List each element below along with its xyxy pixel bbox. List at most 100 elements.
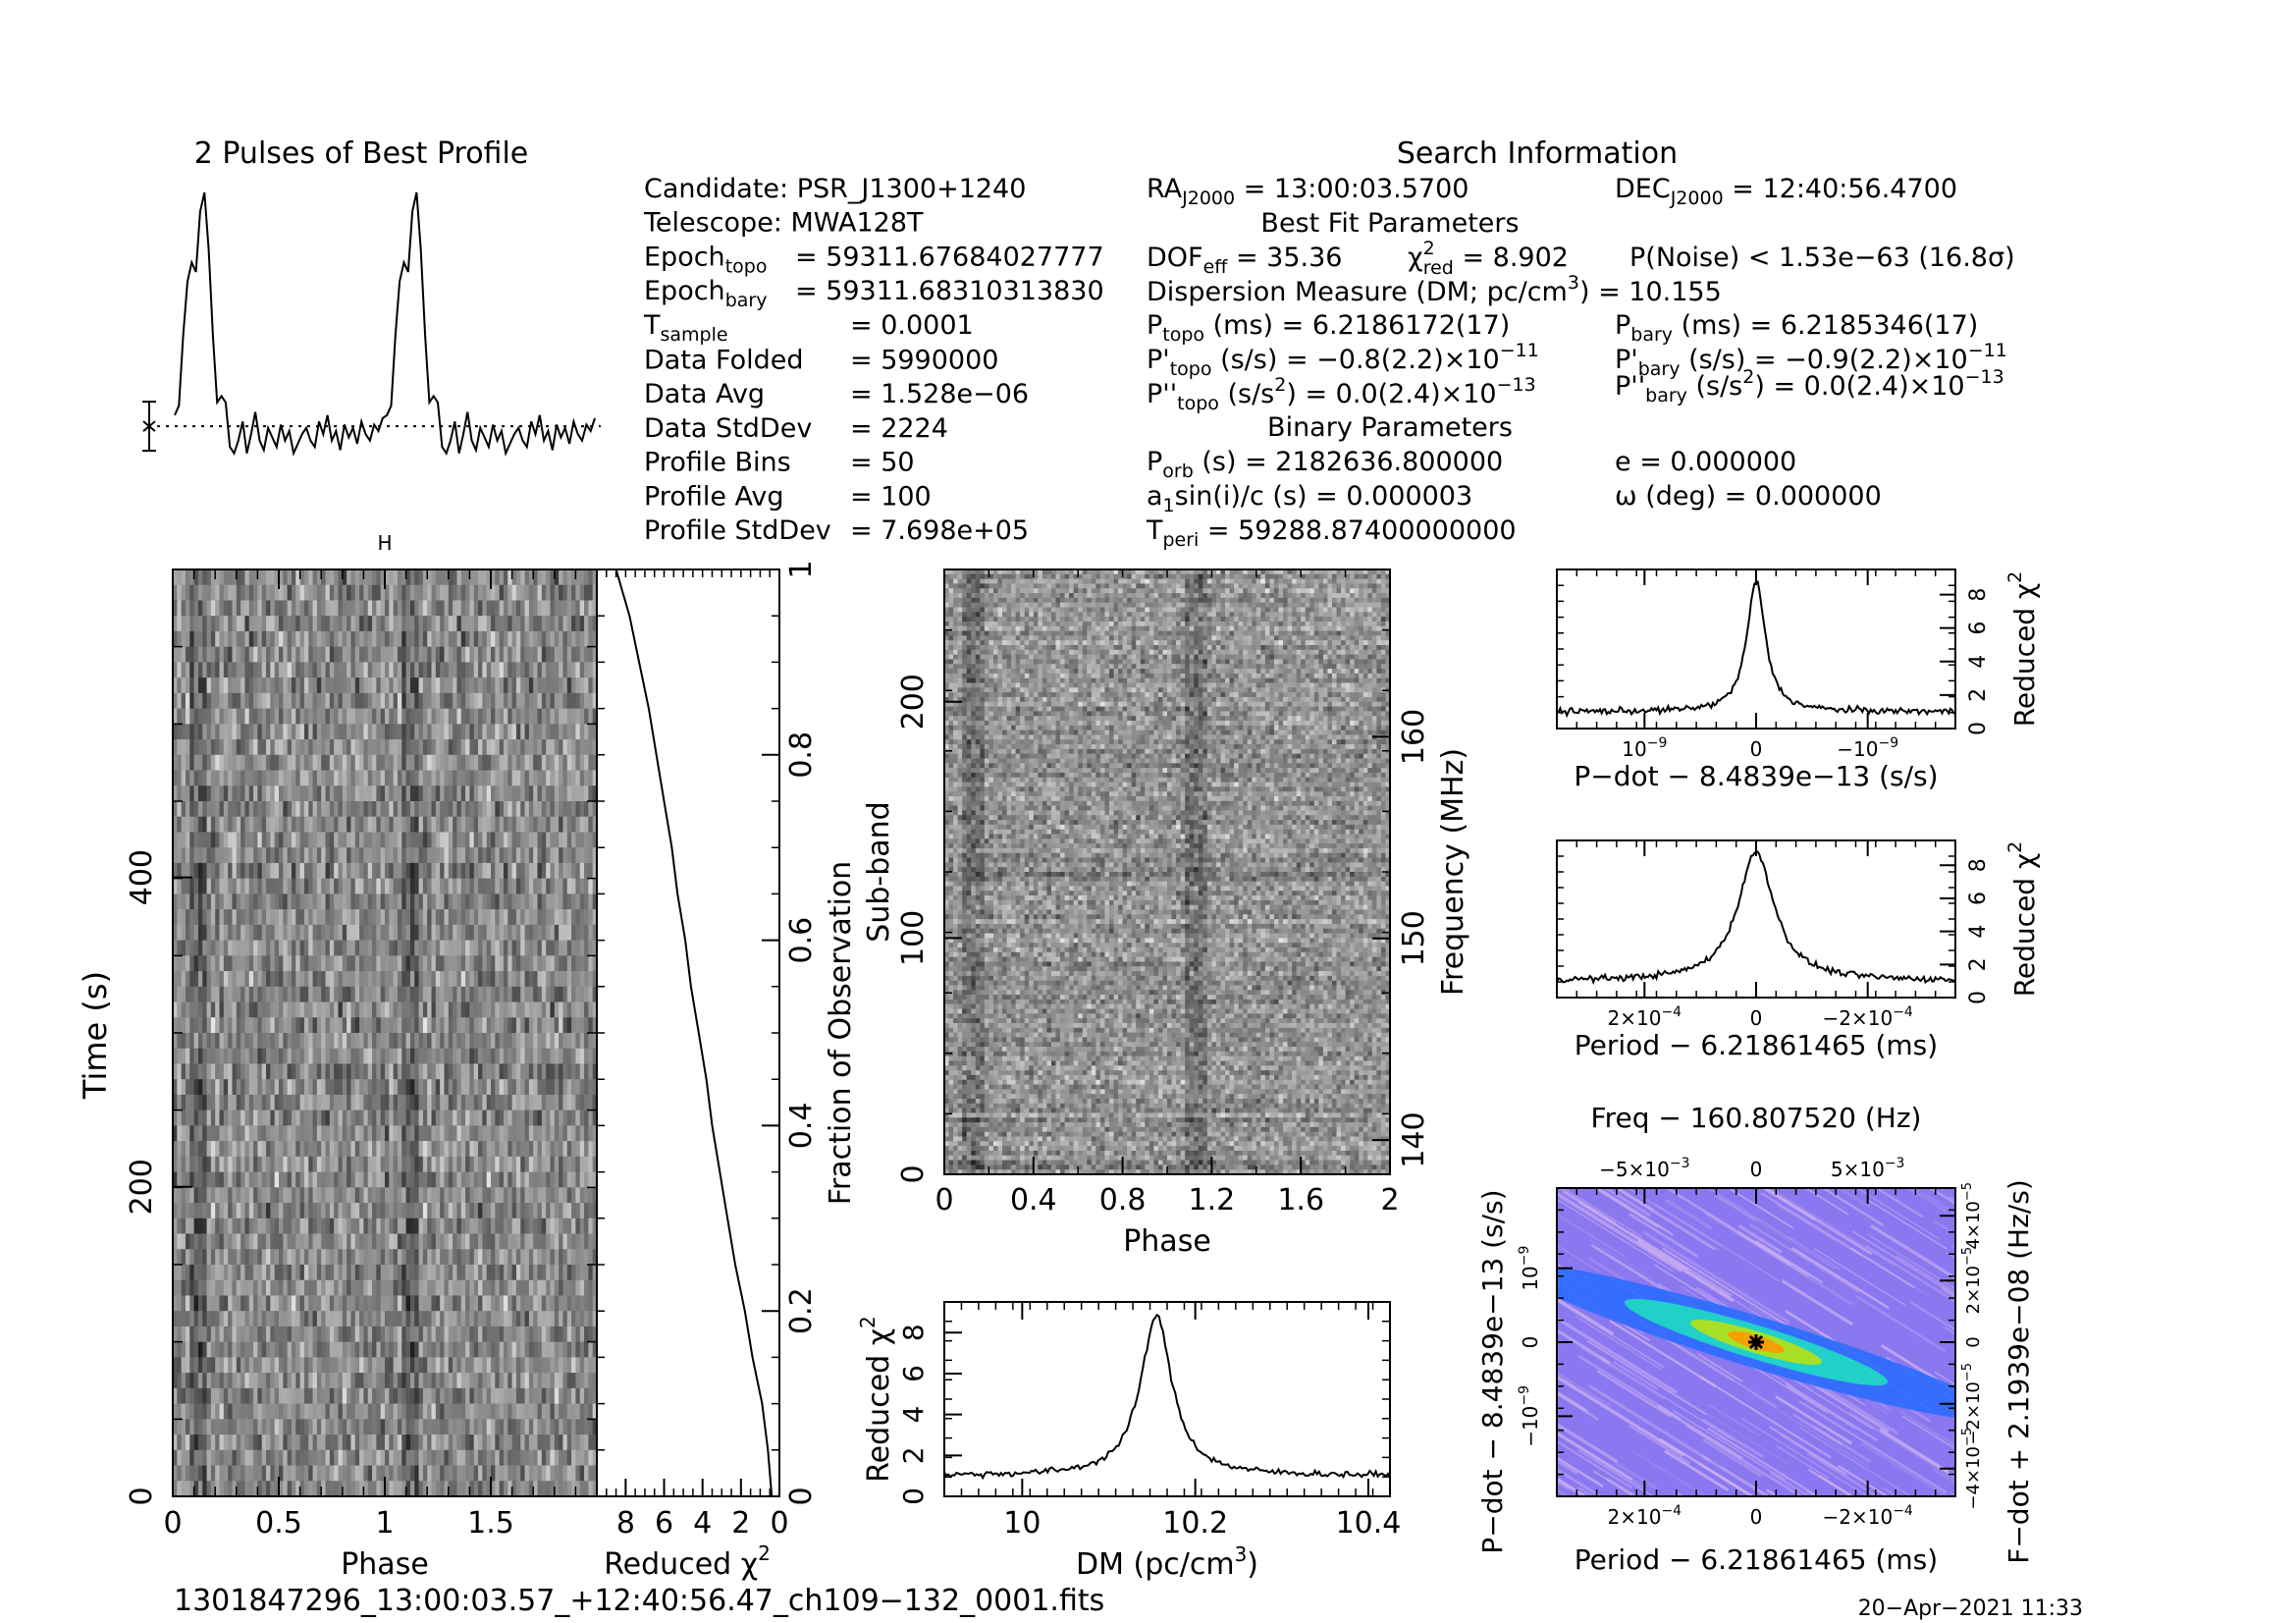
time-phase-cell <box>338 955 343 971</box>
time-phase-cell <box>275 941 280 956</box>
time-phase-cell <box>456 569 461 585</box>
time-phase-cell <box>389 987 394 1002</box>
time-phase-cell <box>482 1203 487 1218</box>
time-phase-cell <box>249 600 254 616</box>
time-phase-cell <box>444 955 449 971</box>
time-phase-cell <box>453 1125 457 1141</box>
time-phase-cell <box>500 1265 505 1280</box>
time-phase-cell <box>525 1049 530 1064</box>
time-phase-cell <box>220 1033 225 1049</box>
time-phase-cell <box>228 801 233 817</box>
time-phase-cell <box>266 971 271 987</box>
time-phase-cell <box>350 1049 355 1064</box>
time-phase-cell <box>211 817 216 833</box>
time-phase-cell <box>559 1280 563 1296</box>
time-phase-cell <box>257 847 262 863</box>
time-phase-cell <box>368 909 373 925</box>
time-phase-cell <box>363 955 368 971</box>
time-phase-cell <box>347 1110 351 1126</box>
time-phase-cell <box>288 1234 293 1250</box>
time-phase-cell <box>584 709 589 725</box>
time-phase-cell <box>313 1311 318 1326</box>
time-phase-cell <box>394 631 399 647</box>
time-phase-cell <box>389 755 394 771</box>
time-phase-cell <box>461 724 466 739</box>
time-phase-cell <box>559 1095 563 1110</box>
time-phase-cell <box>338 1110 343 1126</box>
time-phase-cell <box>436 971 441 987</box>
time-phase-cell <box>440 1218 445 1234</box>
time-phase-cell <box>546 1095 551 1110</box>
time-phase-cell <box>453 616 457 631</box>
time-phase-cell <box>394 941 399 956</box>
time-phase-cell <box>546 1079 551 1095</box>
time-phase-cell <box>406 1187 411 1203</box>
time-phase-cell <box>308 863 313 879</box>
time-phase-cell <box>338 1265 343 1280</box>
time-phase-cell <box>436 631 441 647</box>
time-phase-cell <box>419 662 424 677</box>
time-phase-cell <box>304 971 309 987</box>
time-phase-cell <box>211 1095 216 1110</box>
time-phase-cell <box>237 971 241 987</box>
time-phase-cell <box>584 1002 589 1018</box>
time-phase-cell <box>240 755 245 771</box>
time-phase-cell <box>456 631 461 647</box>
time-phase-cell <box>575 1017 580 1033</box>
time-phase-cell <box>533 909 538 925</box>
time-phase-cell <box>198 817 203 833</box>
time-phase-cell <box>504 600 508 616</box>
time-phase-cell <box>300 909 305 925</box>
time-phase-cell <box>491 709 496 725</box>
time-phase-cell <box>304 801 309 817</box>
time-phase-cell <box>559 925 563 941</box>
time-phase-cell <box>189 909 194 925</box>
time-phase-cell <box>461 1125 466 1141</box>
time-phase-cell <box>482 955 487 971</box>
time-phase-cell <box>270 1218 275 1234</box>
time-phase-cell <box>529 693 534 709</box>
time-phase-cell <box>575 801 580 817</box>
time-phase-cell <box>228 1326 233 1342</box>
time-phase-cell <box>202 817 207 833</box>
time-phase-cell <box>456 785 461 801</box>
time-phase-cell <box>453 1063 457 1079</box>
time-phase-cell <box>244 1203 249 1218</box>
time-phase-cell <box>584 585 589 601</box>
time-phase-cell <box>461 1157 466 1172</box>
time-phase-cell <box>550 693 555 709</box>
time-phase-cell <box>410 662 415 677</box>
time-phase-cell <box>300 1280 305 1296</box>
time-phase-cell <box>262 1249 267 1265</box>
time-phase-cell <box>292 1172 296 1188</box>
time-phase-cell <box>491 785 496 801</box>
time-phase-cell <box>584 1218 589 1234</box>
time-phase-cell <box>368 832 373 847</box>
time-phase-cell <box>559 631 563 647</box>
time-phase-cell <box>215 1125 220 1141</box>
time-phase-cell <box>207 1002 212 1018</box>
time-phase-cell <box>449 909 454 925</box>
time-phase-cell <box>533 893 538 909</box>
time-phase-cell <box>394 893 399 909</box>
time-phase-cell <box>406 817 411 833</box>
time-phase-cell <box>220 863 225 879</box>
time-phase-cell <box>215 1249 220 1265</box>
time-phase-cell <box>398 801 402 817</box>
time-phase-cell <box>220 955 225 971</box>
time-phase-cell <box>279 1295 284 1311</box>
time-phase-cell <box>461 1079 466 1095</box>
time-phase-cell <box>538 925 543 941</box>
time-phase-cell <box>257 1157 262 1172</box>
time-phase-cell <box>555 941 560 956</box>
time-phase-cell <box>394 1203 399 1218</box>
time-phase-cell <box>507 693 512 709</box>
time-phase-cell <box>500 724 505 739</box>
time-phase-cell <box>440 1095 445 1110</box>
time-phase-cell <box>414 1203 419 1218</box>
time-phase-cell <box>207 1326 212 1342</box>
time-phase-cell <box>507 879 512 894</box>
time-phase-cell <box>326 1095 331 1110</box>
time-phase-cell <box>334 1326 339 1342</box>
time-phase-cell <box>588 569 593 585</box>
